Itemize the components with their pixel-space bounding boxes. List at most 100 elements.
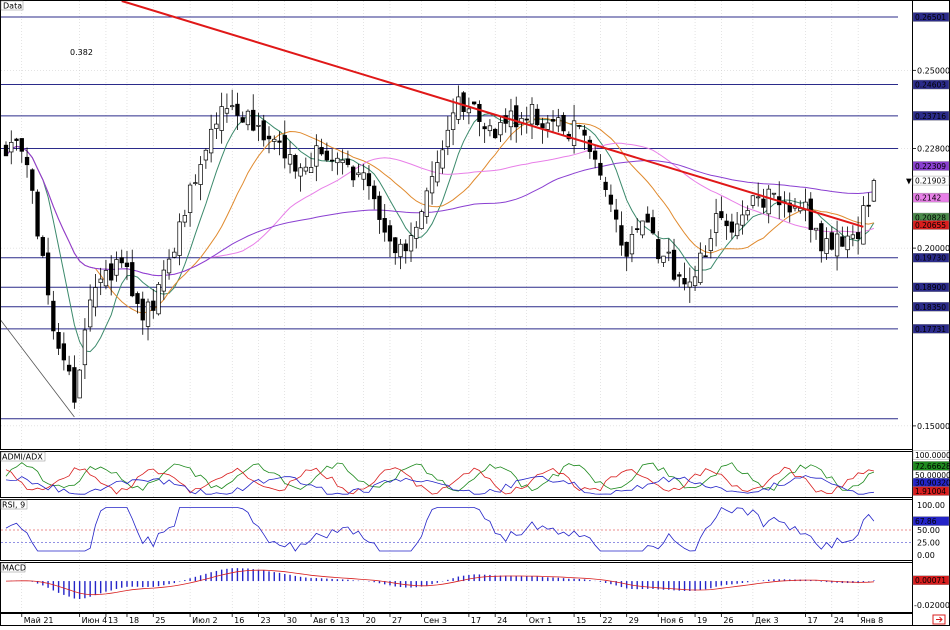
- candle: [66, 355, 72, 376]
- indicator-price-tag-text: 0.20828: [915, 214, 946, 223]
- candle-body-down: [324, 150, 330, 161]
- scroll-button[interactable]: [932, 614, 946, 625]
- candle: [109, 255, 114, 296]
- candle-body-up: [435, 162, 440, 183]
- candle: [261, 114, 266, 147]
- rsi-pane-label: RSI, 9: [2, 501, 25, 510]
- price-axis-tick-label: 0.25000: [917, 66, 950, 75]
- candle: [256, 112, 261, 142]
- candle-body-down: [151, 300, 156, 311]
- downtrend-line: [121, 0, 864, 228]
- indicator-panes: [1, 462, 912, 600]
- macd-value-tag: 0.00071: [912, 575, 950, 585]
- candle: [145, 298, 151, 341]
- candle-body-up: [287, 154, 293, 165]
- level-price-tag-text: 0.19730: [915, 254, 946, 263]
- candle: [535, 104, 540, 127]
- candle: [482, 122, 487, 143]
- moving-averages: [5, 113, 875, 353]
- level-price-tag-box: [912, 282, 950, 292]
- candle-body-up: [445, 129, 450, 148]
- candle: [324, 142, 330, 162]
- rsi-value-tag-text: 67.86: [915, 517, 937, 526]
- candle: [866, 192, 871, 218]
- candle: [198, 156, 203, 201]
- candle-body-up: [161, 269, 166, 292]
- candle-body-up: [450, 112, 456, 130]
- candle: [130, 249, 135, 298]
- candle: [729, 213, 735, 240]
- candle-body-up: [556, 117, 561, 127]
- candle-body-down: [582, 129, 587, 136]
- candle-body-down: [761, 198, 766, 208]
- candle-body-up: [419, 211, 424, 230]
- candle-body-up: [424, 190, 429, 217]
- rsi-value-tag: 67.86: [912, 516, 950, 526]
- candle: [435, 150, 440, 187]
- candle: [850, 225, 856, 247]
- candle: [345, 150, 351, 168]
- adx-value-tag: 72.66628: [912, 461, 950, 471]
- candle-body-up: [308, 167, 314, 173]
- candle: [719, 196, 724, 221]
- level-price-tag-text: 0.23716: [915, 112, 946, 121]
- candle-body-up: [498, 121, 503, 136]
- adx-pane-label: ADMI/ADX: [2, 453, 43, 462]
- candle: [824, 227, 829, 260]
- candle-body-down: [671, 249, 677, 280]
- candle: [98, 267, 103, 296]
- adx-value-tag-box: [912, 450, 950, 460]
- arrow-right-icon: [936, 616, 943, 623]
- time-axis-label: Июн 4: [82, 616, 108, 625]
- candle-body-down: [624, 241, 629, 257]
- time-axis-label: 13: [339, 616, 349, 625]
- rsi-axis-tick-label: 50.00: [917, 526, 940, 535]
- candle: [56, 323, 61, 356]
- main-pane-label: Data: [3, 2, 22, 11]
- candle-body-down: [598, 162, 603, 176]
- candle: [619, 211, 624, 256]
- candle: [493, 127, 498, 139]
- price-axis-tick-label: 0.22800: [917, 145, 950, 154]
- candle-body-down: [35, 191, 40, 237]
- candle: [151, 288, 156, 319]
- candle: [724, 213, 729, 240]
- candle-body-up: [219, 106, 224, 131]
- candle-body-up: [208, 128, 214, 154]
- candle: [645, 206, 650, 223]
- candle: [282, 120, 287, 169]
- indicator-price-tag-text: 0.22309: [915, 162, 946, 171]
- candle: [82, 318, 88, 379]
- candle: [656, 231, 661, 264]
- horizontal-levels: [1, 16, 898, 420]
- candle: [450, 98, 456, 146]
- candle-body-down: [135, 293, 140, 304]
- level-price-tag-box: [912, 302, 950, 312]
- candle-body-up: [103, 270, 109, 287]
- candle: [40, 235, 45, 258]
- candle-body-up: [214, 123, 219, 129]
- candle: [277, 131, 282, 156]
- candle-body-up: [861, 205, 866, 245]
- time-axis-label: 16: [234, 616, 244, 625]
- time-axis-label: Янв 8: [860, 616, 883, 625]
- price-axis-tick-label: 0.20000: [917, 244, 950, 253]
- candle: [172, 247, 177, 259]
- candle: [635, 218, 640, 233]
- indicator-price-tag: 0.20655: [912, 220, 950, 230]
- candle-body-up: [845, 235, 850, 251]
- candle-body-down: [319, 147, 324, 155]
- level-price-tag-box: [912, 12, 950, 22]
- candle-body-down: [130, 262, 135, 297]
- candle-body-down: [372, 185, 377, 200]
- adx-value-tag: 100.0000: [912, 450, 950, 460]
- time-axis-label: 13: [108, 616, 118, 625]
- candle-body-up: [88, 299, 93, 328]
- candle: [14, 137, 19, 151]
- rsi-line: [5, 506, 875, 552]
- macd-signal-line: [5, 569, 874, 596]
- candle-body-up: [203, 149, 209, 161]
- candle-body-up: [77, 369, 82, 399]
- candle: [445, 116, 450, 156]
